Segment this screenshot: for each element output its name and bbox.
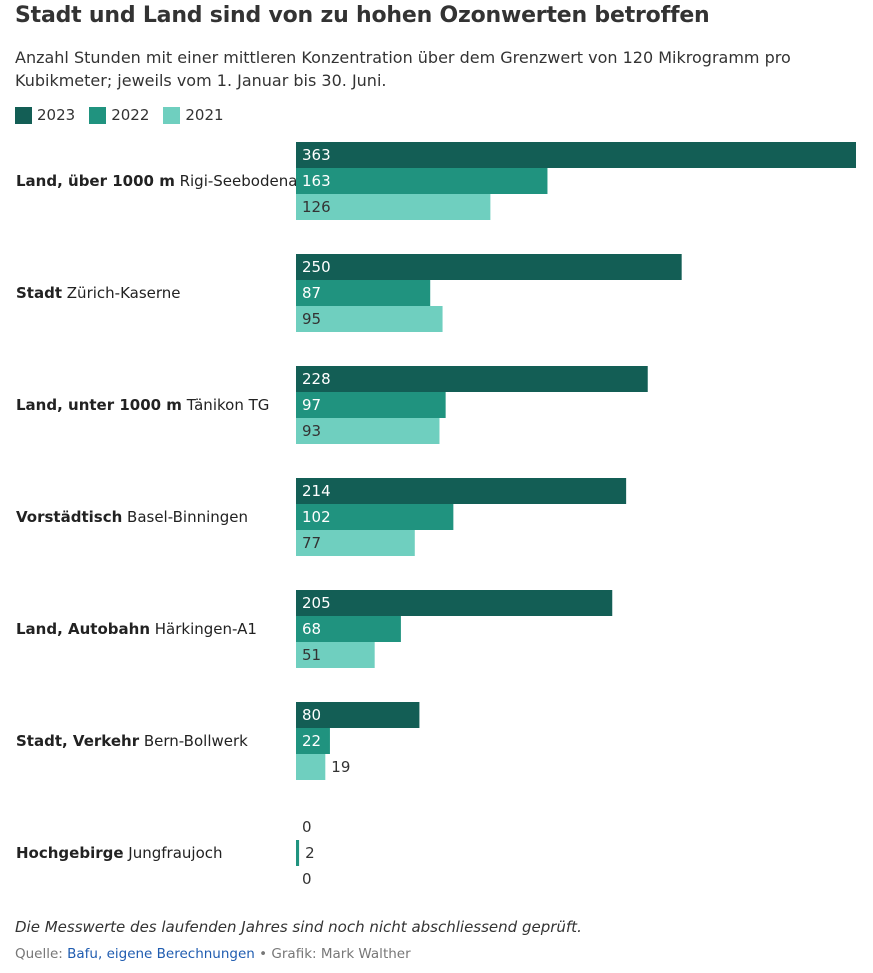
bar-2023: [296, 702, 420, 728]
value-label-2023: 0: [302, 818, 312, 836]
value-label-2021: 77: [302, 534, 321, 552]
category-label: Land, über 1000 m Rigi-Seebodenalp: [16, 172, 311, 190]
value-label-2023: 205: [302, 594, 331, 612]
value-label-2021: 126: [302, 198, 331, 216]
category-label: Land, unter 1000 m Tänikon TG: [16, 396, 269, 414]
legend-label-2021: 2021: [185, 106, 224, 124]
legend: 2023 2022 2021: [15, 106, 224, 124]
bar-2021: [296, 306, 443, 332]
value-label-2021: 95: [302, 310, 321, 328]
category-label: Hochgebirge Jungfraujoch: [16, 844, 223, 862]
category-station: Jungfraujoch: [124, 844, 223, 862]
bar-2022: [296, 392, 446, 418]
value-label-2021: 51: [302, 646, 321, 664]
source-credit: • Grafik: Mark Walther: [254, 946, 411, 962]
bar-2021: [296, 418, 440, 444]
bar-2023: [296, 478, 627, 504]
category-label: Land, Autobahn Härkingen-A1: [16, 620, 257, 638]
bar-2022: [296, 840, 300, 866]
category-station: Tänikon TG: [182, 396, 269, 414]
category-label: Stadt, Verkehr Bern-Bollwerk: [16, 732, 248, 750]
value-label-2023: 363: [302, 146, 331, 164]
category-station: Härkingen-A1: [150, 620, 257, 638]
value-label-2022: 2: [305, 844, 315, 862]
category-station: Bern-Bollwerk: [139, 732, 248, 750]
legend-swatch-2021: [163, 106, 181, 124]
category-group: Stadt: [16, 284, 62, 302]
category-group: Hochgebirge: [16, 844, 124, 862]
legend-item-2023: 2023: [15, 106, 75, 124]
category-label: Vorstädtisch Basel-Binningen: [16, 508, 248, 526]
legend-item-2021: 2021: [163, 106, 224, 124]
bar-2023: [296, 590, 613, 616]
chart-title: Stadt und Land sind von zu hohen Ozonwer…: [15, 3, 710, 28]
legend-swatch-2022: [89, 106, 107, 124]
category-station: Zürich-Kaserne: [62, 284, 181, 302]
category-station: Rigi-Seebodenalp: [175, 172, 311, 190]
bar-2021: [296, 194, 491, 220]
value-label-2021: 93: [302, 422, 321, 440]
source-prefix: Quelle:: [15, 946, 68, 962]
chart-subtitle: Anzahl Stunden mit einer mittleren Konze…: [15, 48, 791, 90]
bar-2022: [296, 728, 330, 754]
source-link[interactable]: Bafu, eigene Berechnungen: [67, 946, 255, 962]
legend-label-2022: 2022: [111, 106, 150, 124]
bar-chart: Land, über 1000 m Rigi-Seebodenalp 363 163…: [16, 142, 856, 888]
bar-2022: [296, 280, 431, 306]
legend-item-2022: 2022: [89, 106, 149, 124]
value-label-2022: 163: [302, 172, 331, 190]
value-label-2023: 250: [302, 258, 331, 276]
category-station: Basel-Binningen: [122, 508, 248, 526]
value-label-2023: 80: [302, 706, 321, 724]
bar-2021: [296, 754, 326, 780]
value-label-2023: 214: [302, 482, 331, 500]
bar-2022: [296, 504, 454, 530]
value-label-2021: 0: [302, 870, 312, 888]
category-label: Stadt Zürich-Kaserne: [16, 284, 181, 302]
value-label-2022: 68: [302, 620, 321, 638]
bar-2023: [296, 254, 682, 280]
category-group: Land, Autobahn: [16, 620, 150, 638]
value-label-2022: 97: [302, 396, 321, 414]
bar-2021: [296, 530, 415, 556]
source-line: Quelle: Bafu, eigene Berechnungen • Graf…: [15, 946, 411, 962]
legend-label-2023: 2023: [37, 106, 76, 124]
category-group: Stadt, Verkehr: [16, 732, 140, 750]
category-group: Land, unter 1000 m: [16, 396, 182, 414]
bar-2021: [296, 642, 375, 668]
value-label-2021: 19: [331, 758, 350, 776]
value-label-2022: 87: [302, 284, 321, 302]
value-label-2022: 102: [302, 508, 331, 526]
value-label-2022: 22: [302, 732, 321, 750]
category-group: Vorstädtisch: [16, 508, 122, 526]
bar-2022: [296, 168, 548, 194]
footnote: Die Messwerte des laufenden Jahres sind …: [15, 918, 582, 936]
bar-2022: [296, 616, 401, 642]
bar-2023: [296, 366, 648, 392]
category-group: Land, über 1000 m: [16, 172, 175, 190]
bar-2023: [296, 142, 856, 168]
legend-swatch-2023: [15, 106, 32, 124]
value-label-2023: 228: [302, 370, 331, 388]
